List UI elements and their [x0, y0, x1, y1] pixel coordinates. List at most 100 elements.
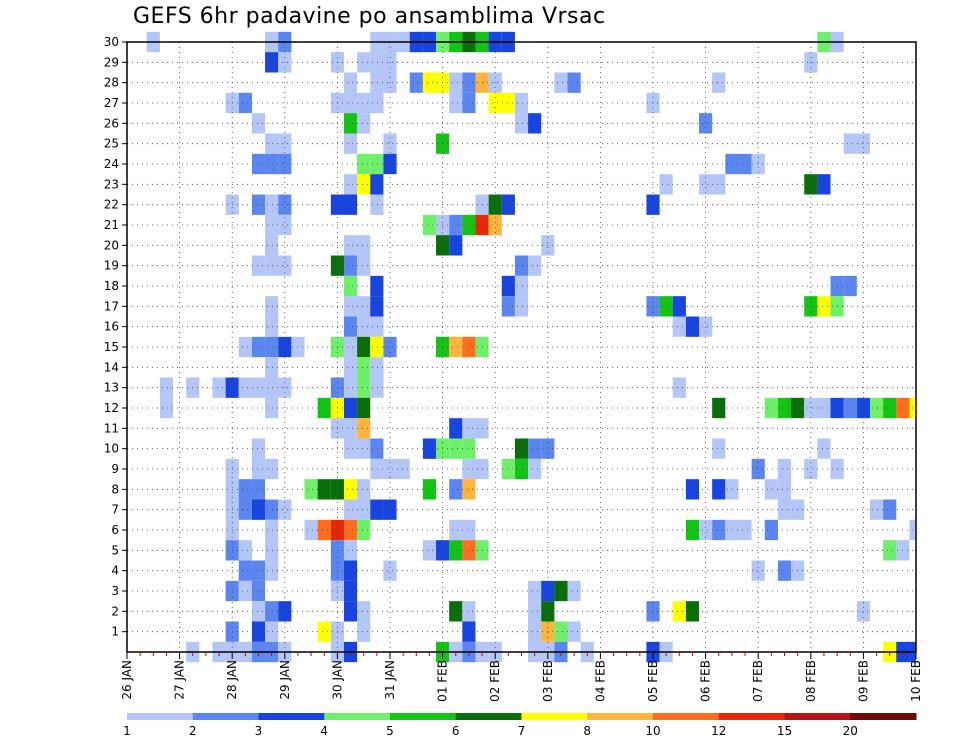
heatmap-cell: [514, 113, 529, 134]
heatmap-cell: [712, 174, 726, 195]
heatmap-cell: [528, 621, 542, 642]
heatmap-cell: [370, 438, 384, 459]
colorbar-label: 7: [518, 724, 526, 738]
heatmap-cell: [528, 438, 542, 459]
heatmap-cell: [672, 296, 686, 317]
heatmap-cell: [251, 560, 266, 581]
heatmap-cell: [370, 336, 384, 358]
y-tick-label: 7: [111, 503, 119, 517]
colorbar-swatch: [718, 713, 785, 720]
heatmap-cell: [699, 174, 713, 195]
heatmap-cell: [357, 296, 371, 317]
heatmap-cell: [212, 377, 226, 398]
heatmap-cell: [251, 621, 266, 642]
heatmap-cell: [488, 214, 502, 236]
y-tick-label: 27: [104, 96, 119, 110]
y-tick-label: 21: [104, 218, 119, 232]
heatmap-cell: [856, 133, 870, 154]
heatmap-cell: [462, 519, 476, 541]
heatmap-cell: [265, 153, 279, 175]
colorbar-label: 8: [583, 724, 591, 738]
heatmap-cell: [238, 336, 252, 358]
heatmap-cell: [265, 601, 279, 622]
colorbar-label: 2: [189, 724, 197, 738]
heatmap-cell: [449, 214, 463, 236]
heatmap-cell: [317, 397, 331, 419]
x-tick-label: 29 JAN: [278, 660, 292, 700]
heatmap-cell: [751, 560, 765, 581]
heatmap-cell: [501, 296, 515, 317]
heatmap-cell: [343, 174, 358, 195]
heatmap-cell: [278, 499, 292, 520]
heatmap-cell: [462, 601, 476, 622]
heatmap-cell: [278, 194, 292, 215]
colorbar-label: 20: [843, 724, 858, 738]
heatmap-cell: [449, 336, 463, 358]
heatmap-cell: [357, 52, 371, 73]
heatmap-cell: [764, 519, 778, 541]
heatmap-cell: [764, 397, 778, 419]
heatmap-cell: [238, 479, 252, 500]
heatmap-cell: [343, 255, 358, 276]
heatmap-cell: [251, 336, 266, 358]
y-tick-label: 19: [104, 259, 119, 273]
x-tick-label: 27 JAN: [173, 660, 187, 700]
heatmap-cell: [817, 438, 831, 459]
heatmap-cell: [712, 479, 726, 500]
heatmap-cell: [514, 296, 529, 317]
heatmap-cell: [843, 397, 857, 419]
heatmap-cell: [396, 458, 410, 480]
heatmap-cell: [554, 72, 568, 93]
heatmap-cell: [514, 275, 529, 297]
heatmap-cell: [238, 92, 252, 114]
y-tick-label: 18: [104, 279, 119, 293]
heatmap-cell: [672, 601, 686, 622]
heatmap-cell: [659, 296, 673, 317]
heatmap-cell: [265, 296, 279, 317]
heatmap-cell: [449, 438, 463, 459]
y-tick-label: 30: [104, 35, 119, 49]
heatmap-cell: [159, 397, 174, 419]
heatmap-cell: [370, 174, 384, 195]
y-tick-label: 20: [104, 238, 119, 252]
heatmap-cell: [357, 479, 371, 500]
heatmap-cell: [804, 174, 818, 195]
colorbar-swatch: [192, 713, 259, 720]
heatmap-cell: [357, 418, 371, 439]
heatmap-cell: [251, 194, 266, 215]
heatmap-cell: [449, 235, 463, 256]
heatmap-cell: [357, 174, 371, 195]
y-tick-label: 24: [104, 157, 119, 171]
heatmap-cell: [383, 153, 397, 175]
y-tick-label: 6: [111, 523, 119, 537]
heatmap-cell: [357, 235, 371, 256]
y-tick-label: 22: [104, 198, 119, 212]
x-tick-label: 04 FEB: [593, 660, 607, 702]
heatmap-cell: [856, 601, 870, 622]
x-tick-label: 08 FEB: [804, 660, 818, 702]
heatmap-cell: [343, 418, 358, 439]
heatmap-cell: [304, 519, 318, 541]
heatmap-cell: [699, 113, 713, 134]
heatmap-cell: [725, 519, 739, 541]
heatmap-cell: [764, 479, 778, 500]
heatmap-cell: [777, 479, 792, 500]
heatmap-cell: [817, 397, 831, 419]
heatmap-cell: [251, 601, 266, 622]
heatmap-cell: [357, 255, 371, 276]
heatmap-cell: [370, 52, 384, 73]
y-tick-label: 15: [104, 340, 119, 354]
heatmap-cell: [883, 499, 897, 520]
heatmap-cell: [699, 316, 713, 337]
heatmap-cell: [265, 499, 279, 520]
heatmap-cell: [422, 438, 437, 459]
heatmap-cell: [265, 235, 279, 256]
colorbar-label: 1: [123, 724, 131, 738]
heatmap-cell: [777, 499, 792, 520]
heatmap-cell: [738, 519, 752, 541]
heatmap-cell: [251, 438, 266, 459]
colorbar-swatch: [850, 713, 917, 720]
heatmap-cell: [317, 621, 331, 642]
colorbar-label: 6: [452, 724, 460, 738]
colorbar-swatch: [784, 713, 851, 720]
